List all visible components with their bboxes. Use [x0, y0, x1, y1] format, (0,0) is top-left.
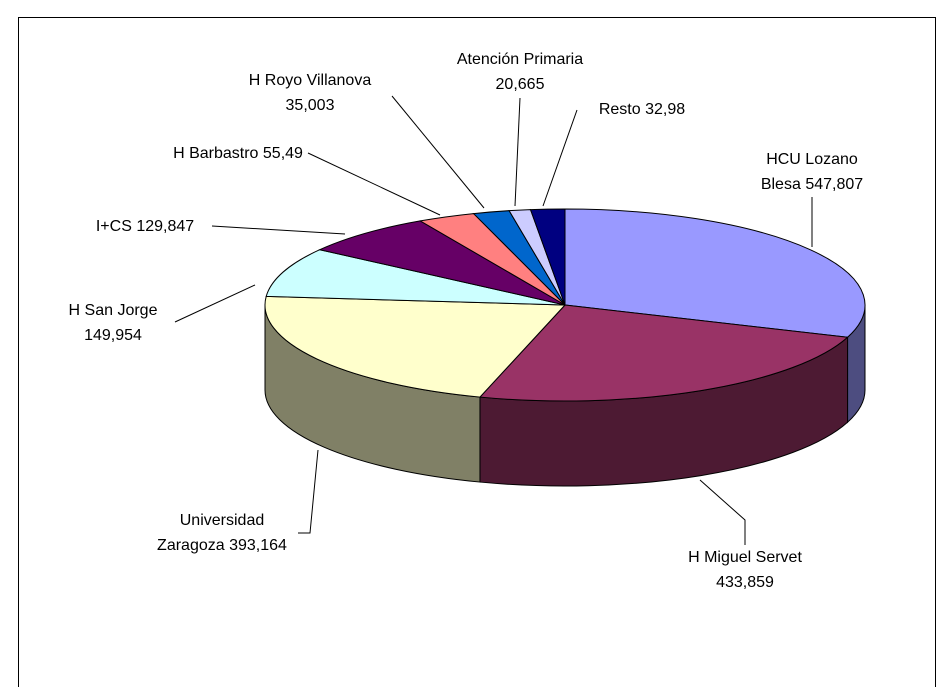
category-label: H San Jorge — [68, 302, 158, 319]
category-label: H Royo Villanova — [248, 72, 372, 89]
category-label: H Barbastro — [173, 145, 259, 162]
leader-line — [542, 109, 578, 207]
data-label: H Barbastro 55,49 — [168, 141, 308, 166]
leader-line — [391, 95, 485, 209]
slice — [265, 249, 566, 306]
data-label: Universidad Zaragoza 393,164 — [145, 508, 300, 558]
chart-frame — [18, 17, 936, 687]
category-label: Atención Primaria — [456, 51, 584, 68]
data-label: I+CS 129,847 — [75, 214, 215, 239]
value-label: 149,954 — [84, 327, 142, 344]
data-label: H Miguel Servet 433,859 — [678, 545, 813, 595]
leader-line — [298, 449, 319, 534]
category-label: Resto — [598, 101, 641, 118]
leader-line — [699, 479, 746, 545]
data-label: H Royo Villanova 35,003 — [240, 68, 380, 118]
data-label: Atención Primaria 20,665 — [448, 47, 593, 97]
slice — [529, 208, 566, 306]
leader-line — [211, 225, 346, 235]
data-label: H San Jorge 149,954 — [63, 298, 163, 348]
leader-line — [174, 284, 256, 323]
slice — [478, 304, 849, 402]
value-label: 32,98 — [645, 101, 686, 118]
data-label: Resto 32,98 — [577, 97, 707, 122]
category-label: Universidad Zaragoza — [157, 512, 265, 554]
slice — [264, 295, 567, 398]
leader-line — [307, 152, 441, 216]
data-label: HCU Lozano Blesa 547,807 — [750, 147, 875, 197]
category-label: I+CS — [95, 218, 132, 235]
value-label: 433,859 — [716, 574, 774, 591]
category-label: HCU Lozano Blesa — [760, 151, 858, 193]
value-label: 35,003 — [285, 97, 335, 114]
value-label: 55,49 — [262, 145, 303, 162]
value-label: 129,847 — [136, 218, 195, 235]
value-label: 20,665 — [495, 76, 545, 93]
value-label: 393,164 — [229, 537, 287, 554]
slice — [318, 220, 566, 306]
leader-line — [514, 97, 521, 207]
category-label: H Miguel Servet — [688, 549, 802, 566]
slice — [564, 208, 866, 338]
value-label: 547,807 — [805, 176, 864, 193]
